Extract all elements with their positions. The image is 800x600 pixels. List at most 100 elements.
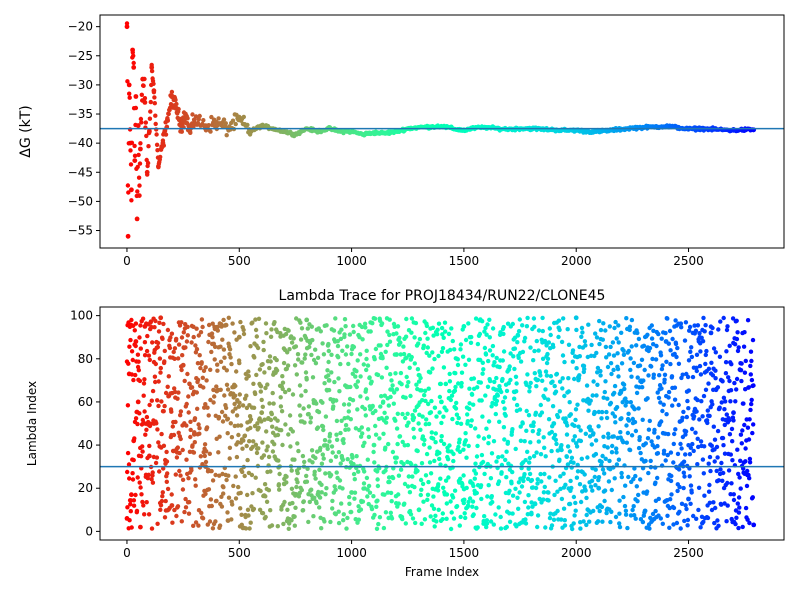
lambda-point — [165, 486, 171, 492]
lambda-point — [718, 319, 723, 324]
lambda-point — [163, 498, 168, 504]
lambda-point — [250, 491, 255, 496]
lambda-point — [441, 441, 447, 447]
lambda-point — [353, 426, 359, 431]
lambda-point — [526, 505, 531, 510]
lambda-point — [515, 495, 520, 500]
lambda-point — [525, 512, 530, 517]
lambda-point — [137, 411, 142, 416]
lambda-point — [621, 382, 627, 387]
lambda-point — [138, 454, 144, 459]
lambda-point — [538, 373, 543, 378]
lambda-point — [343, 352, 349, 357]
lambda-point — [136, 359, 141, 364]
lambda-point — [324, 486, 329, 491]
lambda-point — [255, 345, 261, 351]
lambda-point — [475, 525, 480, 530]
lambda-point — [488, 476, 494, 481]
lambda-point — [709, 360, 714, 365]
lambda-point — [708, 468, 713, 474]
lambda-point — [429, 503, 435, 508]
lambda-point — [509, 481, 514, 486]
lambda-point — [254, 334, 259, 339]
lambda-point — [129, 372, 135, 377]
lambda-point — [526, 493, 531, 498]
lambda-point — [333, 454, 339, 459]
lambda-point — [662, 372, 668, 377]
lambda-point — [328, 458, 334, 463]
lambda-point — [480, 319, 485, 324]
lambda-point — [527, 455, 532, 461]
lambda-point — [698, 372, 704, 377]
lambda-point — [670, 336, 675, 342]
delta-g-point — [138, 116, 144, 122]
lambda-point — [507, 519, 513, 524]
lambda-point — [715, 455, 720, 460]
lambda-point — [364, 348, 369, 353]
lambda-point — [685, 398, 690, 404]
lambda-point — [644, 489, 650, 494]
lambda-point — [237, 392, 242, 397]
lambda-point — [258, 488, 263, 494]
lambda-point — [259, 397, 264, 403]
lambda-point — [275, 524, 280, 529]
lambda-point — [212, 357, 217, 362]
lambda-point — [496, 479, 502, 484]
lambda-point — [354, 384, 359, 390]
delta-g-point — [245, 122, 250, 128]
lambda-point — [280, 380, 286, 385]
lambda-point — [717, 354, 723, 359]
lambda-point — [555, 414, 561, 420]
lambda-point — [375, 372, 381, 378]
delta-g-point — [183, 111, 188, 117]
lambda-point — [731, 492, 736, 497]
lambda-point — [133, 492, 138, 498]
lambda-point — [623, 512, 629, 517]
lambda-point — [395, 441, 400, 447]
lambda-point — [203, 365, 208, 370]
lambda-point — [526, 413, 532, 418]
lambda-point — [140, 316, 146, 321]
lambda-point — [327, 439, 332, 444]
lambda-point — [657, 373, 662, 378]
lambda-point — [149, 324, 154, 330]
lambda-point — [333, 487, 338, 492]
lambda-point — [539, 479, 544, 484]
lambda-point — [697, 363, 703, 369]
lambda-point — [564, 454, 569, 459]
lambda-point — [626, 411, 631, 416]
lambda-point — [525, 449, 530, 454]
delta-g-point — [147, 129, 152, 134]
lambda-point — [254, 450, 260, 456]
lambda-point — [372, 460, 377, 465]
lambda-point — [285, 507, 290, 512]
lambda-point — [210, 526, 216, 531]
lambda-point — [448, 397, 453, 403]
lambda-point — [314, 401, 319, 406]
lambda-point — [666, 395, 671, 400]
lambda-point — [659, 366, 665, 372]
lambda-point — [562, 523, 568, 528]
lambda-point — [407, 365, 412, 370]
lambda-point — [559, 496, 565, 502]
lambda-point — [341, 437, 346, 442]
lambda-point — [431, 506, 437, 511]
lambda-point — [613, 514, 619, 520]
lambda-point — [527, 460, 532, 465]
lambda-point — [417, 336, 423, 342]
lambda-point — [161, 321, 166, 327]
lambda-point — [738, 368, 744, 373]
lambda-point — [398, 340, 403, 345]
lambda-point — [241, 438, 246, 443]
lambda-point — [195, 361, 201, 366]
lambda-point — [673, 341, 679, 347]
lambda-point — [362, 440, 367, 445]
lambda-point — [541, 490, 547, 495]
lambda-point — [178, 436, 183, 442]
lambda-point — [165, 384, 170, 389]
lambda-point — [719, 400, 724, 405]
lambda-point — [743, 446, 748, 451]
lambda-point — [559, 443, 564, 448]
lambda-point — [565, 423, 570, 428]
